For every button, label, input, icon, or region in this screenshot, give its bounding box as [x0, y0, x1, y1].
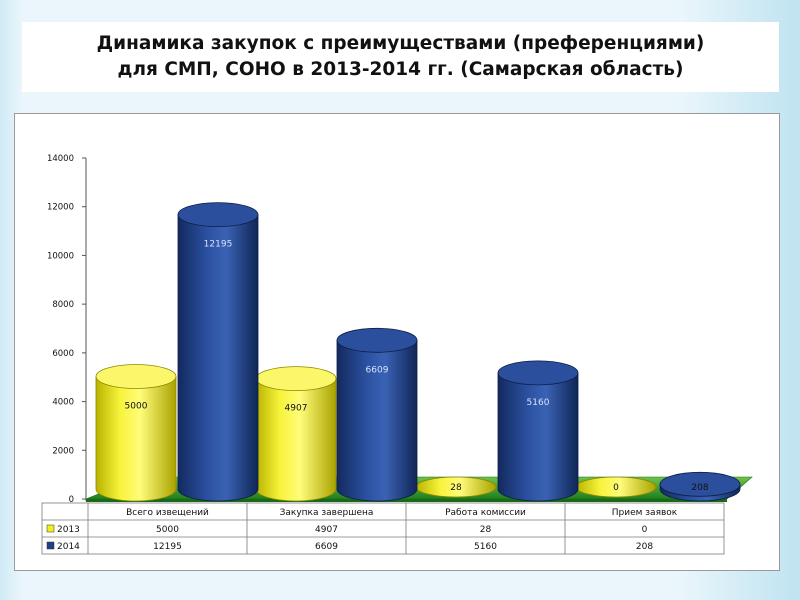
data-table-frame	[41, 502, 725, 555]
y-tick-label: 12000	[47, 203, 74, 213]
bar-data-label-2014-3: 208	[691, 483, 708, 493]
chart-title-line-2: для СМП, СОНО в 2013-2014 гг. (Самарская…	[117, 59, 684, 80]
bar-data-label-2014-1: 6609	[366, 365, 389, 375]
data-table-cell-2013-0: 5000	[156, 525, 179, 535]
legend-swatch-2013	[46, 524, 55, 533]
bar-data-label-2014-0: 12195	[204, 240, 233, 250]
y-tick-label: 14000	[47, 154, 74, 164]
title-box: Динамика закупок с преимуществами (префе…	[22, 22, 779, 92]
data-table-category-header: Работа комиссии	[445, 508, 526, 518]
y-tick-label: 4000	[52, 398, 74, 408]
data-table-category-header: Прием заявок	[612, 508, 678, 518]
y-tick-label: 8000	[52, 300, 74, 310]
data-table-category-header: Всего извещений	[126, 508, 209, 518]
chart-title-line-1: Динамика закупок с преимуществами (префе…	[96, 33, 705, 54]
bar-top-2014-3	[659, 471, 741, 497]
bar-2014-2	[497, 372, 579, 502]
bar-top-2013-1	[255, 366, 337, 391]
data-table-cell-2014-1: 6609	[315, 542, 338, 552]
bar-data-label-2013-2: 28	[450, 483, 462, 493]
data-table-cell-2013-2: 28	[480, 525, 492, 535]
data-table-cell-2014-3: 208	[636, 542, 653, 552]
bar-data-label-2013-3: 0	[613, 483, 619, 493]
data-table-cell-2013-1: 4907	[315, 525, 338, 535]
bar-data-label-2013-0: 5000	[125, 402, 148, 412]
y-tick-label: 2000	[52, 446, 74, 456]
bar-2013-0	[95, 376, 177, 502]
bar-data-label-2014-2: 5160	[527, 398, 550, 408]
chart-floor-edge	[86, 499, 727, 502]
y-tick-label: 0	[69, 495, 74, 505]
legend-label-2013: 2013	[57, 525, 80, 535]
bar-top-2013-0	[95, 364, 177, 389]
bar-data-label-2013-1: 4907	[285, 404, 308, 414]
bar-top-2014-1	[336, 327, 418, 353]
bar-2014-0	[177, 214, 259, 502]
bar-top-2014-2	[497, 360, 579, 386]
data-table-cell-2014-0: 12195	[153, 542, 182, 552]
data-table-category-header: Закупка завершена	[280, 508, 374, 518]
data-table-cell-2013-3: 0	[642, 525, 648, 535]
data-table-cell-2014-2: 5160	[474, 542, 497, 552]
legend-label-2014: 2014	[57, 542, 80, 552]
bar-top-2014-0	[177, 202, 259, 228]
y-tick-label: 6000	[52, 349, 74, 359]
bar-2014-1	[336, 339, 418, 502]
y-tick-label: 10000	[47, 251, 74, 261]
bar-2013-1	[255, 378, 337, 502]
legend-swatch-2014	[46, 541, 55, 550]
